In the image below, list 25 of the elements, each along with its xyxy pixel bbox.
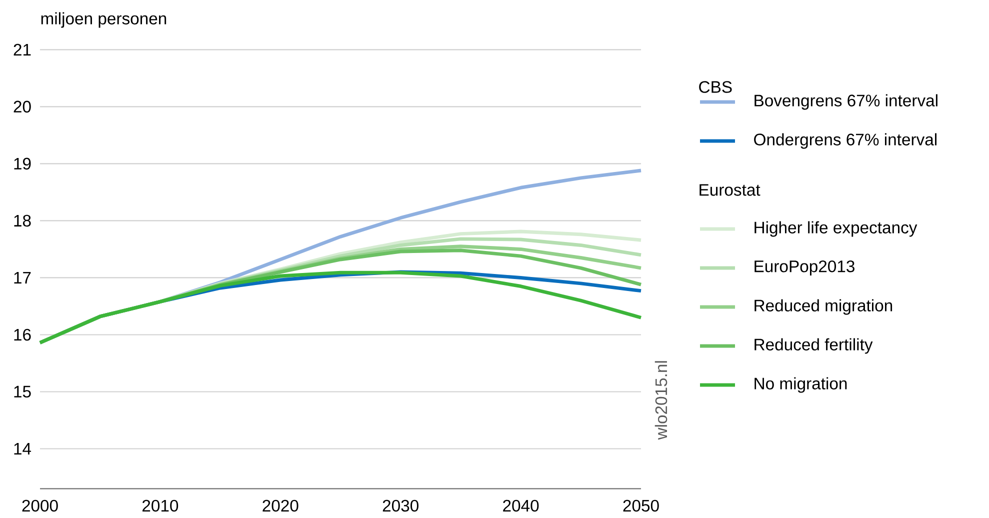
text: Eurostat (700, 184, 760, 196)
legend-label: Reduced migration (754, 299, 892, 315)
legend-label: Reduced fertility (754, 338, 873, 354)
y-tick-label: 15 (14, 386, 31, 398)
legend-label: EuroPop2013 (754, 260, 854, 276)
legend-label: No migration (754, 377, 847, 393)
legend-label: Bovengrens 67% interval (754, 94, 938, 110)
x-tick-label: 2030 (382, 500, 418, 512)
x-tick-label: 2010 (142, 500, 178, 512)
y-tick-label: 14 (14, 443, 32, 454)
y-tick-label: 17 (14, 272, 31, 284)
legend-label: Ondergrens 67% interval (754, 133, 936, 149)
text: wlo2015.nl (654, 361, 668, 440)
y-tick-label: 21 (14, 44, 31, 56)
x-tick-label: 2050 (623, 500, 659, 512)
x-tick-label: 2020 (262, 500, 298, 512)
x-tick-label: 2040 (503, 500, 539, 512)
y-axis-title: miljoen personen (41, 12, 166, 28)
y-tick-label: 19 (14, 158, 31, 170)
legend-label: Higher life expectancy (754, 221, 918, 237)
legend-title: CBS (699, 81, 732, 93)
x-tick-label: 2000 (22, 500, 58, 512)
y-tick-label: 16 (14, 328, 31, 341)
y-tick-label: 20 (14, 100, 31, 113)
y-tick-label: 18 (14, 214, 31, 227)
